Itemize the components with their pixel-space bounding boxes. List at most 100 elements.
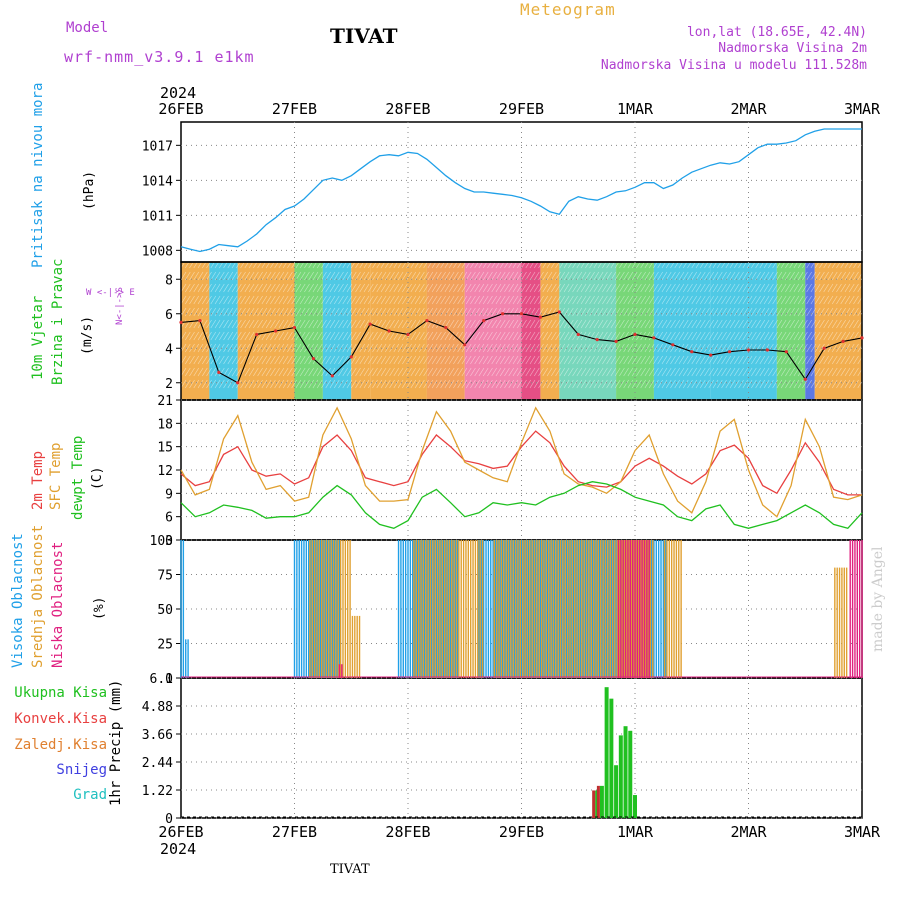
wind-barb xyxy=(827,295,834,305)
y-tick-label: 100 xyxy=(150,534,173,549)
wind-barb xyxy=(665,331,672,341)
wind-barb xyxy=(338,331,344,341)
wind-barb xyxy=(768,319,774,329)
wind-barb xyxy=(797,283,804,293)
wind-barb xyxy=(508,271,514,281)
wind-barb xyxy=(299,355,306,365)
wind-barb xyxy=(423,271,429,281)
y-tick-label: 25 xyxy=(157,638,173,653)
wind-barb xyxy=(814,307,821,317)
wind-barb xyxy=(725,295,732,305)
wind-barb xyxy=(785,367,791,377)
wind-barb xyxy=(180,343,187,353)
wind-barb xyxy=(572,295,578,305)
wind-barb xyxy=(427,331,434,341)
wind-barb xyxy=(342,307,348,317)
wind-barb xyxy=(687,307,693,317)
wind-barb xyxy=(278,331,285,341)
wind-barb xyxy=(427,271,434,281)
wind-barb xyxy=(636,271,642,281)
wind-barb xyxy=(363,331,370,341)
wind-barb xyxy=(487,331,493,341)
wind-gust-point xyxy=(179,320,183,324)
wind-barb xyxy=(614,271,621,281)
wind-barb xyxy=(414,331,421,341)
wind-barb xyxy=(380,295,387,305)
wind-barb xyxy=(329,271,336,281)
wind-barb xyxy=(440,271,446,281)
wind-barb xyxy=(691,283,698,293)
wind-barb xyxy=(606,367,612,377)
wind-gust-point xyxy=(482,319,486,323)
precip-bar-total xyxy=(623,726,628,818)
wind-barb xyxy=(717,307,723,317)
wind-barb xyxy=(657,331,663,341)
wind-barb xyxy=(563,307,570,317)
wind-barb xyxy=(385,271,391,281)
y-tick-label: 2.44 xyxy=(142,756,173,771)
wind-gust-point xyxy=(444,325,448,330)
wind-barb xyxy=(819,283,825,293)
wind-barb xyxy=(465,307,472,317)
wind-barb xyxy=(729,319,736,329)
wind-barb xyxy=(525,271,532,281)
wind-barb xyxy=(687,295,693,305)
wind-barb xyxy=(759,283,766,293)
wind-barb xyxy=(529,367,536,377)
y-tick-label: 15 xyxy=(157,441,173,456)
wind-barb xyxy=(776,295,783,305)
wind-barb xyxy=(193,307,200,317)
wind-barb xyxy=(197,307,204,317)
wind-barb xyxy=(789,331,795,341)
wind-barb xyxy=(206,343,212,353)
wind-barb xyxy=(436,355,442,365)
wind-barb xyxy=(223,355,229,365)
wind-barb xyxy=(682,271,689,281)
wind-barb xyxy=(619,331,625,341)
wind-barb xyxy=(738,319,744,329)
wind-barb xyxy=(278,379,285,389)
wind-barb xyxy=(665,295,672,305)
wind-barb xyxy=(321,379,327,389)
wind-barb xyxy=(491,271,497,281)
wind-barb xyxy=(359,319,366,329)
wind-barb xyxy=(785,331,791,341)
wind-gust-point xyxy=(406,332,410,337)
wind-gust-point xyxy=(727,350,732,354)
wind-barb xyxy=(678,271,685,281)
wind-barb xyxy=(551,295,557,305)
y-tick-label: 0 xyxy=(165,672,173,687)
wind-barb xyxy=(402,355,408,365)
wind-barb xyxy=(338,271,344,281)
wind-barb xyxy=(180,319,187,329)
wind-barb xyxy=(427,295,434,305)
wind-barb xyxy=(593,319,600,329)
wind-barb xyxy=(240,355,246,365)
wind-barb xyxy=(210,307,217,317)
precip-bar-total xyxy=(628,730,633,818)
wind-barb xyxy=(419,307,425,317)
wind-barb xyxy=(380,343,387,353)
wind-barb xyxy=(363,295,370,305)
wind-barb xyxy=(521,319,527,329)
wind-barb xyxy=(427,379,434,389)
wind-barb xyxy=(844,343,851,353)
wind-barb xyxy=(559,367,566,377)
wind-barb xyxy=(597,331,604,341)
wind-barb xyxy=(568,271,574,281)
wind-barb xyxy=(648,295,655,305)
wind-barb xyxy=(568,379,574,389)
wind-barb xyxy=(478,379,485,389)
wind-barb xyxy=(746,271,753,281)
wind-barb xyxy=(223,319,229,329)
wind-barb xyxy=(546,355,553,365)
wind-barb xyxy=(814,331,821,341)
wind-barb xyxy=(512,307,519,317)
wind-barb xyxy=(580,295,587,305)
wind-barb xyxy=(623,319,629,329)
wind-barb xyxy=(210,331,217,341)
wind-barb xyxy=(202,379,208,389)
wind-barb xyxy=(691,379,698,389)
wind-barb xyxy=(606,379,612,389)
wind-barb xyxy=(640,295,646,305)
